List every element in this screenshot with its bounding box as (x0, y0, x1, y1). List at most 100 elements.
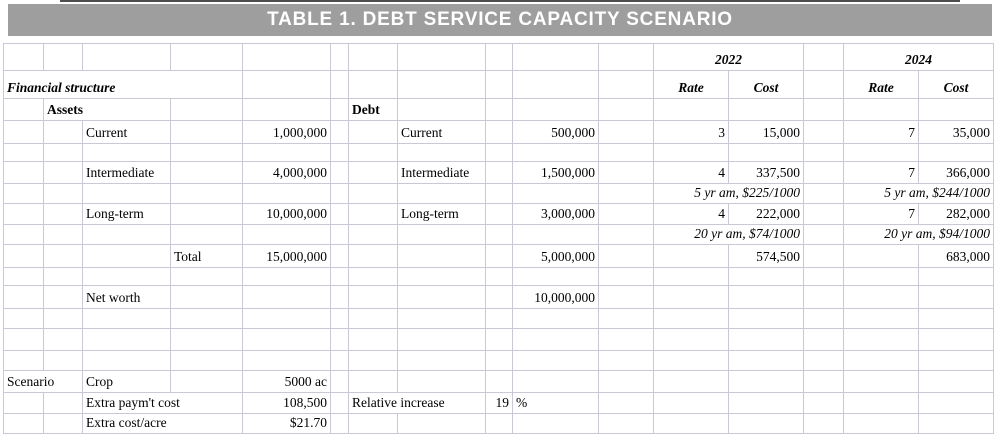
empty-cell[interactable] (330, 183, 349, 204)
empty-cell[interactable] (170, 224, 243, 245)
relative-increase-unit[interactable]: % (512, 392, 599, 414)
assets-current-value[interactable]: 1,000,000 (242, 120, 331, 144)
empty-cell[interactable] (843, 392, 919, 414)
empty-cell[interactable] (330, 161, 349, 184)
empty-cell[interactable] (330, 203, 349, 225)
intermediate-rate-2024[interactable]: 7 (843, 161, 919, 184)
total-label[interactable]: Total (170, 244, 243, 268)
empty-cell[interactable] (512, 70, 599, 99)
empty-cell[interactable] (242, 350, 331, 371)
empty-cell[interactable] (843, 350, 919, 371)
empty-cell[interactable] (803, 244, 844, 268)
empty-cell[interactable] (653, 267, 729, 286)
empty-cell[interactable] (330, 120, 349, 144)
assets-longterm-label[interactable]: Long-term (82, 203, 171, 225)
current-cost-2022[interactable]: 15,000 (728, 120, 804, 144)
empty-cell[interactable] (485, 183, 513, 204)
rate-2022-header[interactable]: Rate (653, 70, 729, 99)
empty-cell[interactable] (170, 161, 243, 184)
debt-heading[interactable]: Debt (348, 98, 398, 121)
empty-cell[interactable] (348, 224, 398, 245)
extra-cost-per-acre-value[interactable]: $21.70 (242, 413, 331, 434)
empty-cell[interactable] (82, 143, 171, 162)
empty-cell[interactable] (170, 328, 243, 351)
empty-cell[interactable] (803, 161, 844, 184)
empty-cell[interactable] (728, 370, 804, 393)
empty-cell[interactable] (843, 267, 919, 286)
empty-cell[interactable] (485, 120, 513, 144)
empty-cell[interactable] (485, 43, 513, 71)
empty-cell[interactable] (397, 350, 486, 371)
empty-cell[interactable] (598, 413, 654, 434)
empty-cell[interactable] (397, 267, 486, 286)
empty-cell[interactable] (653, 350, 729, 371)
year-2024-header[interactable]: 2024 (843, 43, 994, 71)
empty-cell[interactable] (728, 98, 804, 121)
empty-cell[interactable] (43, 413, 83, 434)
longterm-rate-2022[interactable]: 4 (653, 203, 729, 225)
empty-cell[interactable] (918, 143, 994, 162)
empty-cell[interactable] (43, 392, 83, 414)
empty-cell[interactable] (330, 70, 349, 99)
empty-cell[interactable] (3, 413, 44, 434)
empty-cell[interactable] (330, 413, 349, 434)
empty-cell[interactable] (348, 413, 398, 434)
empty-cell[interactable] (803, 267, 844, 286)
empty-cell[interactable] (3, 143, 44, 162)
empty-cell[interactable] (397, 308, 486, 329)
empty-cell[interactable] (348, 350, 398, 371)
empty-cell[interactable] (512, 98, 599, 121)
empty-cell[interactable] (242, 70, 331, 99)
empty-cell[interactable] (397, 224, 486, 245)
empty-cell[interactable] (803, 183, 844, 204)
empty-cell[interactable] (598, 267, 654, 286)
empty-cell[interactable] (170, 120, 243, 144)
amortization-note-2024-5yr[interactable]: 5 yr am, $244/1000 (843, 183, 994, 204)
empty-cell[interactable] (330, 308, 349, 329)
empty-cell[interactable] (3, 350, 44, 371)
empty-cell[interactable] (170, 98, 243, 121)
empty-cell[interactable] (918, 267, 994, 286)
empty-cell[interactable] (397, 285, 486, 309)
empty-cell[interactable] (803, 98, 844, 121)
financial-structure-heading[interactable]: Financial structure (3, 70, 243, 99)
cost-2024-header[interactable]: Cost (918, 70, 994, 99)
empty-cell[interactable] (918, 413, 994, 434)
empty-cell[interactable] (485, 285, 513, 309)
empty-cell[interactable] (485, 161, 513, 184)
empty-cell[interactable] (43, 308, 83, 329)
empty-cell[interactable] (918, 328, 994, 351)
empty-cell[interactable] (843, 98, 919, 121)
empty-cell[interactable] (43, 285, 83, 309)
empty-cell[interactable] (397, 244, 486, 268)
empty-cell[interactable] (330, 350, 349, 371)
empty-cell[interactable] (82, 183, 171, 204)
assets-heading[interactable]: Assets (43, 98, 171, 121)
empty-cell[interactable] (348, 285, 398, 309)
empty-cell[interactable] (82, 267, 171, 286)
empty-cell[interactable] (170, 370, 243, 393)
empty-cell[interactable] (242, 308, 331, 329)
empty-cell[interactable] (348, 143, 398, 162)
empty-cell[interactable] (348, 43, 398, 71)
empty-cell[interactable] (348, 244, 398, 268)
empty-cell[interactable] (803, 224, 844, 245)
empty-cell[interactable] (330, 244, 349, 268)
empty-cell[interactable] (843, 285, 919, 309)
empty-cell[interactable] (170, 285, 243, 309)
empty-cell[interactable] (653, 413, 729, 434)
empty-cell[interactable] (330, 285, 349, 309)
amortization-note-2022-20yr[interactable]: 20 yr am, $74/1000 (653, 224, 804, 245)
empty-cell[interactable] (485, 328, 513, 351)
empty-cell[interactable] (43, 224, 83, 245)
empty-cell[interactable] (397, 370, 486, 393)
empty-cell[interactable] (43, 267, 83, 286)
empty-cell[interactable] (170, 203, 243, 225)
empty-cell[interactable] (803, 370, 844, 393)
empty-cell[interactable] (918, 308, 994, 329)
empty-cell[interactable] (653, 392, 729, 414)
empty-cell[interactable] (598, 143, 654, 162)
empty-cell[interactable] (653, 98, 729, 121)
intermediate-cost-2024[interactable]: 366,000 (918, 161, 994, 184)
empty-cell[interactable] (242, 267, 331, 286)
